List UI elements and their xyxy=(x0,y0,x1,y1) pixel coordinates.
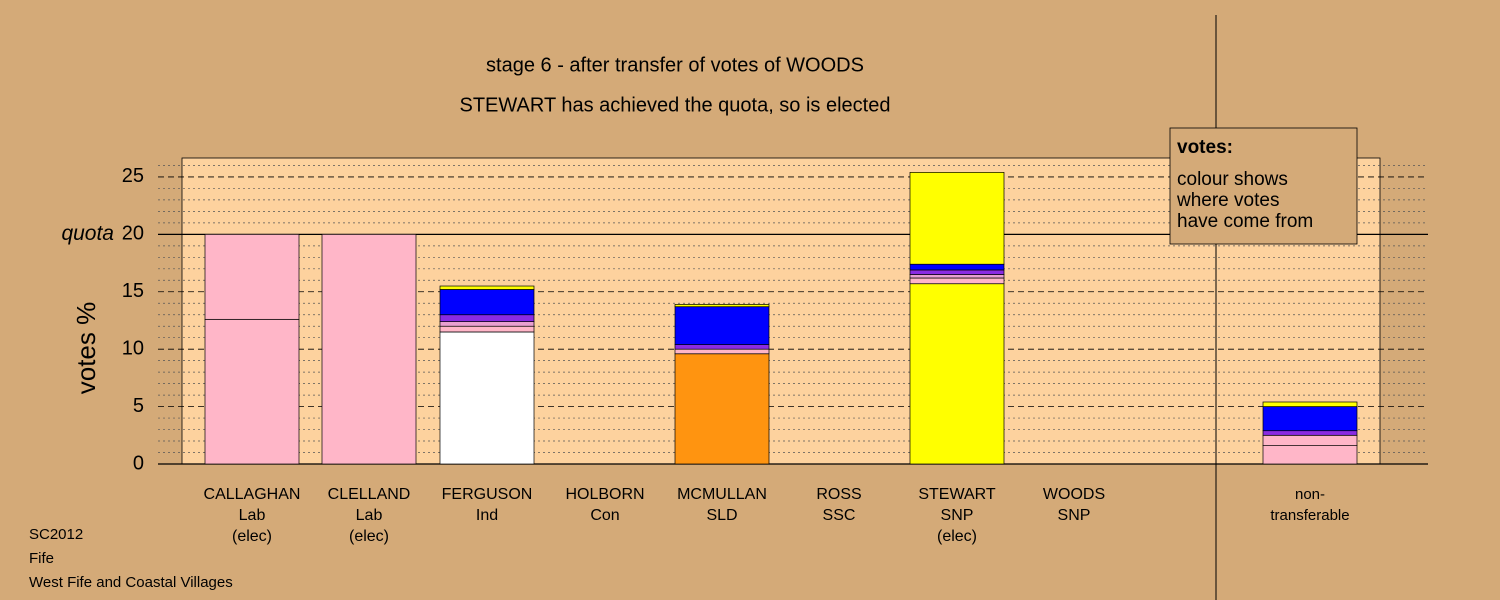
bar-segment xyxy=(204,318,300,465)
legend-text: where votes xyxy=(1176,190,1279,211)
chart-subtitle: STEWART has achieved the quota, so is el… xyxy=(460,94,891,116)
bar-segment xyxy=(1262,406,1358,432)
y-tick-label: 15 xyxy=(122,280,144,302)
bar-segment xyxy=(1262,430,1358,436)
bar-segment xyxy=(674,306,770,345)
y-axis-label: votes % xyxy=(71,302,101,395)
x-tick-label: SSC xyxy=(823,507,856,524)
bar-segment xyxy=(909,269,1005,275)
x-tick-label: CLELLAND xyxy=(328,486,411,503)
bar-segment xyxy=(204,234,300,320)
marks: 0 5 10 15 20 25 quota CALLAGHAN Lab (elec) CLELLAN… xyxy=(61,165,1428,545)
x-tick-label: FERGUSON xyxy=(442,486,533,503)
bar-segment xyxy=(909,263,1005,271)
bar-segment xyxy=(439,285,535,290)
footer-text: Fife xyxy=(29,550,54,567)
footer-text: SC2012 xyxy=(29,526,83,543)
x-tick-label: (elec) xyxy=(349,528,389,545)
y-tick-label: 25 xyxy=(122,165,144,187)
bar-segment xyxy=(1262,434,1358,446)
x-tick-label: non- xyxy=(1295,486,1325,503)
x-tick-label: MCMULLAN xyxy=(677,486,767,503)
bar-segment xyxy=(439,325,535,333)
bar-segment xyxy=(909,283,1005,465)
bar-segment xyxy=(909,277,1005,285)
y-tick-label: 0 xyxy=(133,452,144,474)
bar-segment xyxy=(439,321,535,327)
x-tick-label: HOLBORN xyxy=(565,486,644,503)
x-tick-label: Ind xyxy=(476,507,498,524)
bar-segment xyxy=(439,289,535,316)
legend-box xyxy=(1169,127,1358,245)
x-tick-label: Con xyxy=(590,507,619,524)
bar-segment xyxy=(674,348,770,355)
bar-segment xyxy=(1262,445,1358,465)
y-tick-label: 5 xyxy=(133,395,144,417)
y-tick-label: 20 xyxy=(122,223,144,245)
x-tick-label: SLD xyxy=(706,507,737,524)
bar-segment xyxy=(321,234,417,465)
legend-text: have come from xyxy=(1177,211,1313,232)
y-tick-label: 10 xyxy=(122,337,144,359)
legend-title: votes: xyxy=(1177,137,1233,158)
x-tick-label: Lab xyxy=(239,507,266,524)
x-tick-label: SNP xyxy=(1058,507,1091,524)
footer-text: West Fife and Coastal Villages xyxy=(29,574,233,591)
x-tick-label: CALLAGHAN xyxy=(204,486,301,503)
bar-segment xyxy=(439,331,535,465)
x-tick-label: transferable xyxy=(1270,507,1349,524)
x-tick-label: WOODS xyxy=(1043,486,1105,503)
bar-segment xyxy=(674,304,770,308)
bar-segment xyxy=(909,172,1005,265)
x-tick-label: (elec) xyxy=(232,528,272,545)
bar-segment xyxy=(1262,401,1358,407)
x-tick-label: Lab xyxy=(356,507,383,524)
bar-segment xyxy=(439,314,535,322)
x-tick-label: ROSS xyxy=(816,486,861,503)
bar-segment xyxy=(674,344,770,350)
chart-title: stage 6 - after transfer of votes of WOO… xyxy=(486,54,864,76)
bar-segment xyxy=(909,274,1005,279)
bar-segment xyxy=(674,353,770,465)
legend-text: colour shows xyxy=(1177,169,1288,190)
quota-label: quota xyxy=(61,222,114,245)
x-tick-label: SNP xyxy=(941,507,974,524)
x-tick-label: (elec) xyxy=(937,528,977,545)
x-tick-label: STEWART xyxy=(918,486,996,503)
